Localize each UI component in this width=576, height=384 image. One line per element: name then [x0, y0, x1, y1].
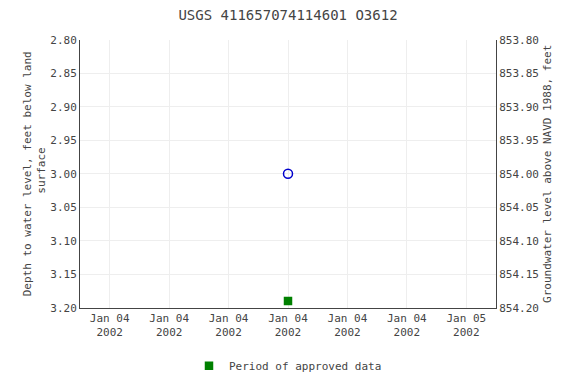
- svg-text:854.00: 854.00: [499, 168, 539, 181]
- svg-text:853.85: 853.85: [499, 67, 539, 80]
- svg-text:3.20: 3.20: [50, 302, 77, 315]
- svg-text:Jan 042002: Jan 042002: [209, 312, 249, 339]
- svg-text:853.80: 853.80: [499, 34, 539, 47]
- svg-text:Jan 042002: Jan 042002: [90, 312, 130, 339]
- svg-text:Groundwater level above NAVD 1: Groundwater level above NAVD 1988, feet: [541, 45, 554, 303]
- svg-text:Period of approved data: Period of approved data: [229, 360, 381, 373]
- svg-text:USGS 411657074114601 O3612: USGS 411657074114601 O3612: [178, 7, 397, 23]
- svg-text:2.80: 2.80: [50, 34, 77, 47]
- svg-text:Jan 042002: Jan 042002: [387, 312, 427, 339]
- svg-text:3.05: 3.05: [50, 201, 77, 214]
- svg-text:854.10: 854.10: [499, 235, 539, 248]
- svg-text:853.95: 853.95: [499, 134, 539, 147]
- svg-text:3.00: 3.00: [50, 168, 77, 181]
- svg-text:Depth to water level, feet bel: Depth to water level, feet below land su…: [21, 51, 48, 296]
- svg-text:3.10: 3.10: [50, 235, 77, 248]
- svg-text:2.95: 2.95: [50, 134, 77, 147]
- svg-text:2.85: 2.85: [50, 67, 77, 80]
- svg-text:Jan 052002: Jan 052002: [446, 312, 486, 339]
- svg-text:854.20: 854.20: [499, 302, 539, 315]
- svg-text:854.15: 854.15: [499, 268, 539, 281]
- svg-text:Jan 042002: Jan 042002: [149, 312, 189, 339]
- svg-text:3.15: 3.15: [50, 268, 77, 281]
- svg-text:Jan 042002: Jan 042002: [268, 312, 308, 339]
- svg-text:854.05: 854.05: [499, 201, 539, 214]
- svg-text:853.90: 853.90: [499, 101, 539, 114]
- svg-text:Jan 042002: Jan 042002: [328, 312, 368, 339]
- svg-text:2.90: 2.90: [50, 101, 77, 114]
